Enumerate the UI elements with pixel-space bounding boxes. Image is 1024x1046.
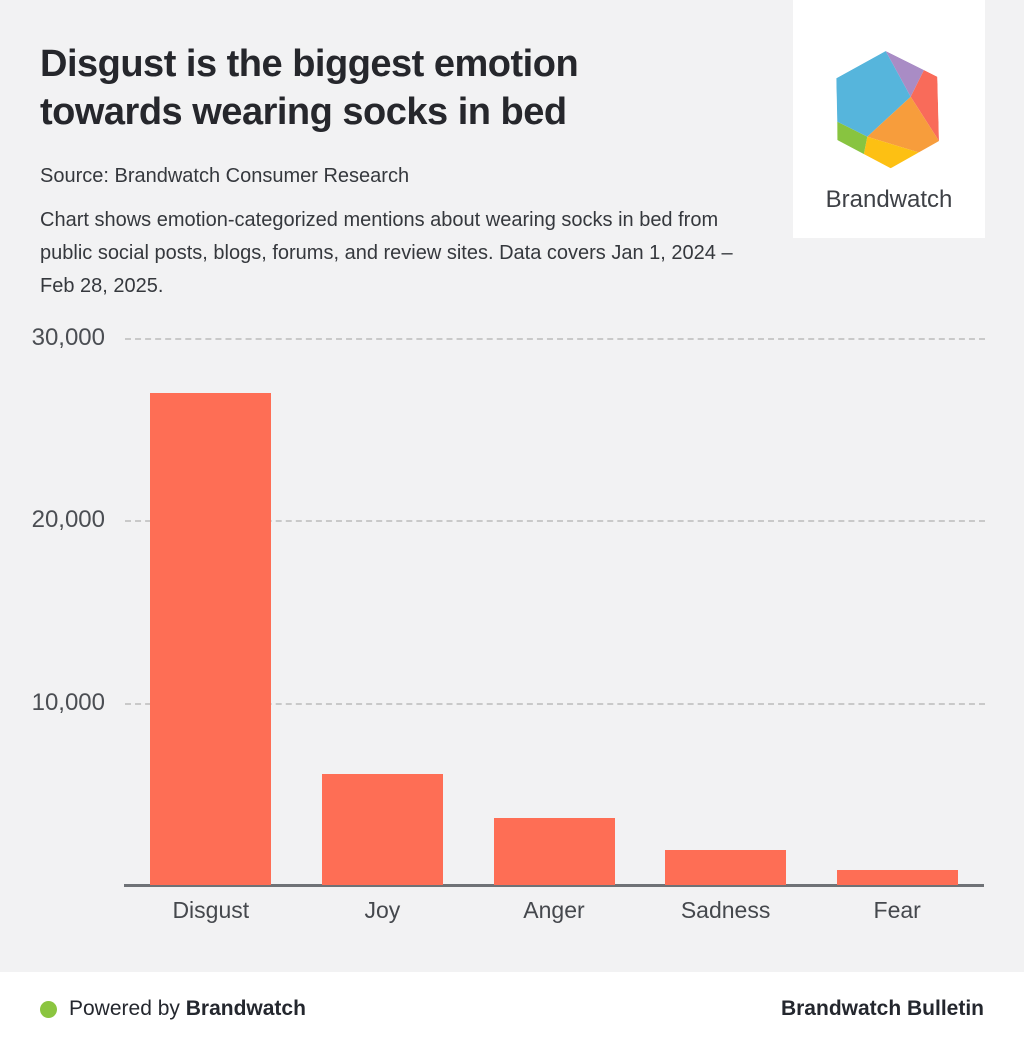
bar-disgust [150, 392, 272, 885]
powered-by-brand: Brandwatch [185, 997, 306, 1020]
bar-joy [321, 773, 443, 885]
x-label-anger: Anger [523, 897, 585, 923]
footer-bar: Powered by Brandwatch Brandwatch Bulleti… [0, 972, 1024, 1046]
x-label-joy: Joy [364, 897, 401, 923]
gridline-30,000 [125, 338, 985, 340]
powered-by-text: Powered by Brandwatch [69, 997, 306, 1021]
page-title: Disgust is the biggest emotion towards w… [40, 43, 579, 133]
y-tick-label-10,000: 10,000 [31, 688, 105, 716]
bar-fear [836, 869, 958, 885]
x-label-disgust: Disgust [172, 897, 250, 923]
bar-anger [493, 817, 615, 885]
brandwatch-wordmark: Brandwatch [825, 186, 953, 213]
x-axis-line [124, 884, 984, 887]
y-tick-label-30,000: 30,000 [31, 324, 105, 351]
brandwatch-logo-card: Brandwatch [793, 0, 985, 238]
emotion-bar-chart: 10,000 20,000 30,000 Disgust Joy Anger Sadness… [31, 324, 985, 923]
chart-description: Chart shows emotion-categorized mentions… [40, 209, 733, 297]
brandwatch-hexagon-icon [836, 51, 939, 169]
source-caption: Source: Brandwatch Consumer Research [40, 165, 410, 187]
powered-by-prefix: Powered by [69, 997, 186, 1020]
powered-by-group: Powered by Brandwatch [40, 997, 306, 1021]
bulletin-title: Brandwatch Bulletin [780, 997, 984, 1020]
green-dot-icon [40, 1000, 57, 1018]
x-label-sadness: Sadness [680, 897, 771, 923]
bar-sadness [665, 850, 787, 885]
y-tick-label-20,000: 20,000 [31, 506, 105, 534]
gridline-10,000 [125, 702, 985, 705]
x-label-fear: Fear [873, 897, 921, 923]
gridline-20,000 [125, 520, 985, 523]
